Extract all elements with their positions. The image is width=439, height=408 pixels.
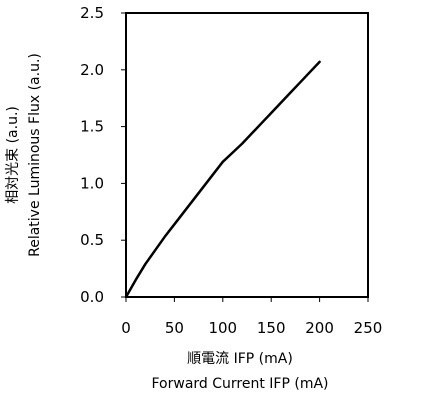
y-tick-label: 2.0 xyxy=(80,61,104,79)
y-tick-label: 1.5 xyxy=(80,118,104,136)
x-tick-label: 150 xyxy=(257,319,286,337)
x-tick-label: 100 xyxy=(208,319,237,337)
x-axis-title-japanese: 順電流 IFP (mA) xyxy=(187,351,293,367)
x-tick-label: 0 xyxy=(121,319,131,337)
y-tick-label: 2.5 xyxy=(80,4,104,22)
y-axis-title-english: Relative Luminous Flux (a.u.) xyxy=(27,53,43,257)
x-tick-label: 200 xyxy=(305,319,334,337)
y-tick-label: 0.5 xyxy=(80,231,104,249)
x-tick-label: 250 xyxy=(354,319,383,337)
x-axis-title-english: Forward Current IFP (mA) xyxy=(152,376,329,392)
plot-layer: 0 50 100 150 200 250 0.0 0.5 1.0 1.5 2.0 2.5 xyxy=(80,4,382,337)
y-tick-label: 0.0 xyxy=(80,288,104,306)
y-axis-title-japanese: 相対光束 (a.u.) xyxy=(5,106,21,204)
y-tick-label: 1.0 xyxy=(80,174,104,192)
plot-frame xyxy=(125,12,369,298)
series-line xyxy=(124,60,321,299)
x-tick-label: 50 xyxy=(165,319,184,337)
